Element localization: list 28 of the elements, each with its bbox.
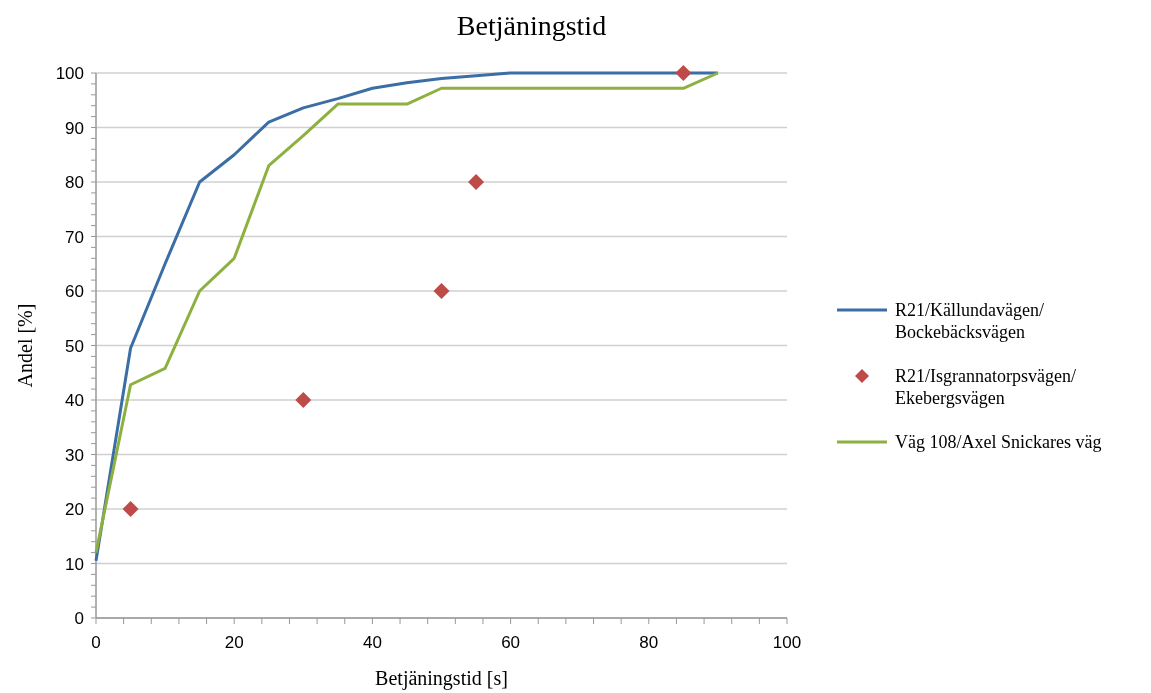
point bbox=[468, 174, 485, 190]
point bbox=[295, 392, 312, 408]
x-tick-label: 80 bbox=[639, 633, 659, 652]
x-tick-label: 100 bbox=[772, 633, 802, 652]
y-tick-label: 60 bbox=[65, 282, 84, 301]
point bbox=[122, 501, 139, 517]
x-tick-label: 20 bbox=[224, 633, 244, 652]
point bbox=[433, 283, 450, 299]
y-tick-label: 90 bbox=[65, 118, 84, 138]
x-tick-label: 60 bbox=[501, 633, 521, 652]
legend-label: R21/Isgrannatorpsvägen/ Ekebergsvägen bbox=[895, 366, 1076, 408]
chart-title: Betjäningstid bbox=[456, 10, 607, 41]
x-tick-label: 40 bbox=[362, 633, 382, 652]
y-tick-label: 100 bbox=[55, 64, 84, 83]
legend-label: Väg 108/Axel Snickares väg bbox=[895, 432, 1102, 452]
y-tick-label: 20 bbox=[65, 500, 84, 519]
y-tick-label: 80 bbox=[65, 173, 84, 192]
y-tick-label: 0 bbox=[74, 609, 84, 628]
y-tick-label: 70 bbox=[65, 227, 84, 247]
x-axis-title: Betjäningstid [s] bbox=[375, 667, 508, 690]
legend-label: R21/Källundavägen/ Bockebäcksvägen bbox=[895, 300, 1044, 342]
x-tick-label: 0 bbox=[91, 633, 101, 652]
y-tick-label: 40 bbox=[65, 391, 84, 410]
point bbox=[675, 65, 692, 81]
y-tick-label: 10 bbox=[65, 554, 84, 574]
y-axis-title: Andel [%] bbox=[14, 303, 36, 388]
y-tick-label: 50 bbox=[65, 336, 84, 356]
y-tick-label: 30 bbox=[65, 445, 84, 465]
